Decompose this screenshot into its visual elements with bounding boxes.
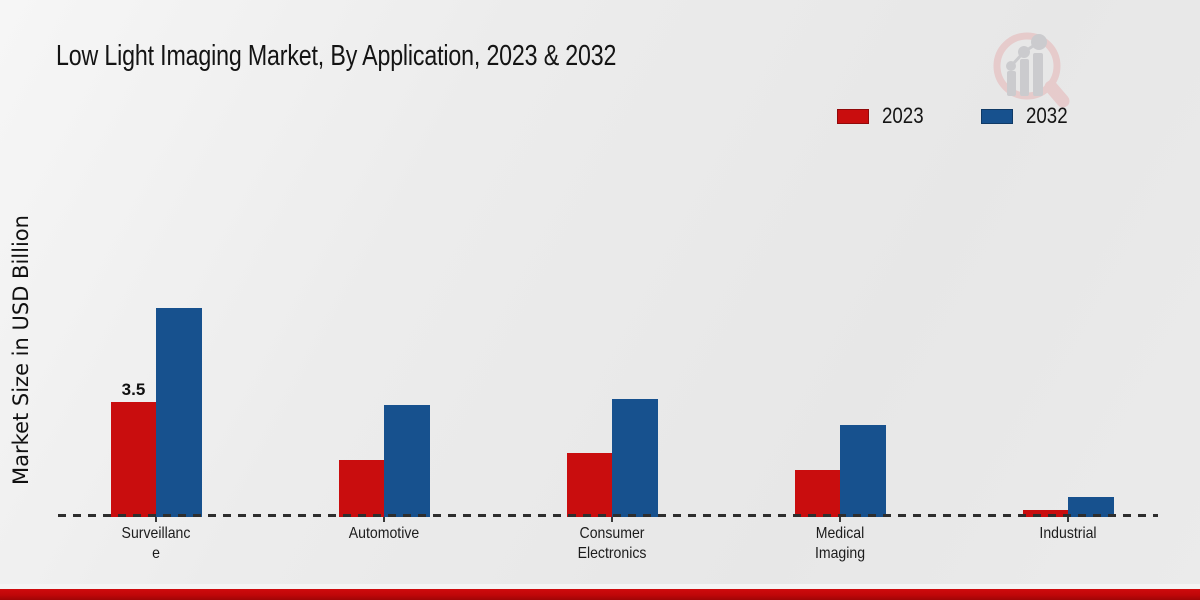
bar-2032-surveillance bbox=[156, 308, 202, 517]
bar-2032-industrial bbox=[1068, 497, 1114, 517]
x-label-automotive: Automotive bbox=[348, 525, 420, 542]
legend-swatch-2023 bbox=[837, 108, 869, 124]
magnifier-bar-chart-logo-icon bbox=[993, 32, 1070, 108]
x-tick-consumer-electronics bbox=[611, 517, 613, 522]
footer-light-band bbox=[0, 584, 1200, 589]
bar-2023-consumer-electronics bbox=[567, 453, 612, 517]
x-label-medical-imaging: Medical Imaging bbox=[814, 525, 866, 563]
bar-2023-medical-imaging bbox=[795, 470, 840, 517]
legend: 2023 2032 bbox=[837, 103, 1075, 129]
bar-2023-automotive bbox=[339, 460, 384, 517]
x-tick-industrial bbox=[1067, 517, 1069, 522]
x-tick-automotive bbox=[383, 517, 385, 522]
x-axis-baseline bbox=[58, 514, 1158, 517]
x-tick-medical-imaging bbox=[839, 517, 841, 522]
bar-2023-surveillance bbox=[111, 402, 156, 517]
x-label-consumer-electronics: Consumer Electronics bbox=[577, 525, 647, 563]
legend-label-2023: 2023 bbox=[882, 103, 924, 128]
footer-red-strip bbox=[0, 589, 1200, 600]
legend-item-2032: 2032 bbox=[980, 103, 1075, 129]
x-label-industrial: Industrial bbox=[1039, 525, 1097, 542]
legend-label-2032: 2032 bbox=[1025, 103, 1068, 128]
bar-2032-consumer-electronics bbox=[612, 399, 658, 517]
legend-item-2023: 2023 bbox=[837, 103, 931, 129]
x-label-surveillance: Surveillanc e bbox=[121, 525, 191, 563]
bar-2032-medical-imaging bbox=[840, 425, 886, 517]
x-tick-surveillance bbox=[155, 517, 157, 522]
bar-2023-industrial bbox=[1023, 510, 1068, 517]
bar-value-label-2023-surveillance: 3.5 bbox=[121, 380, 146, 399]
chart-title: Low Light Imaging Market, By Application… bbox=[56, 40, 617, 72]
legend-swatch-2032 bbox=[980, 108, 1013, 124]
bar-2032-automotive bbox=[384, 405, 430, 517]
